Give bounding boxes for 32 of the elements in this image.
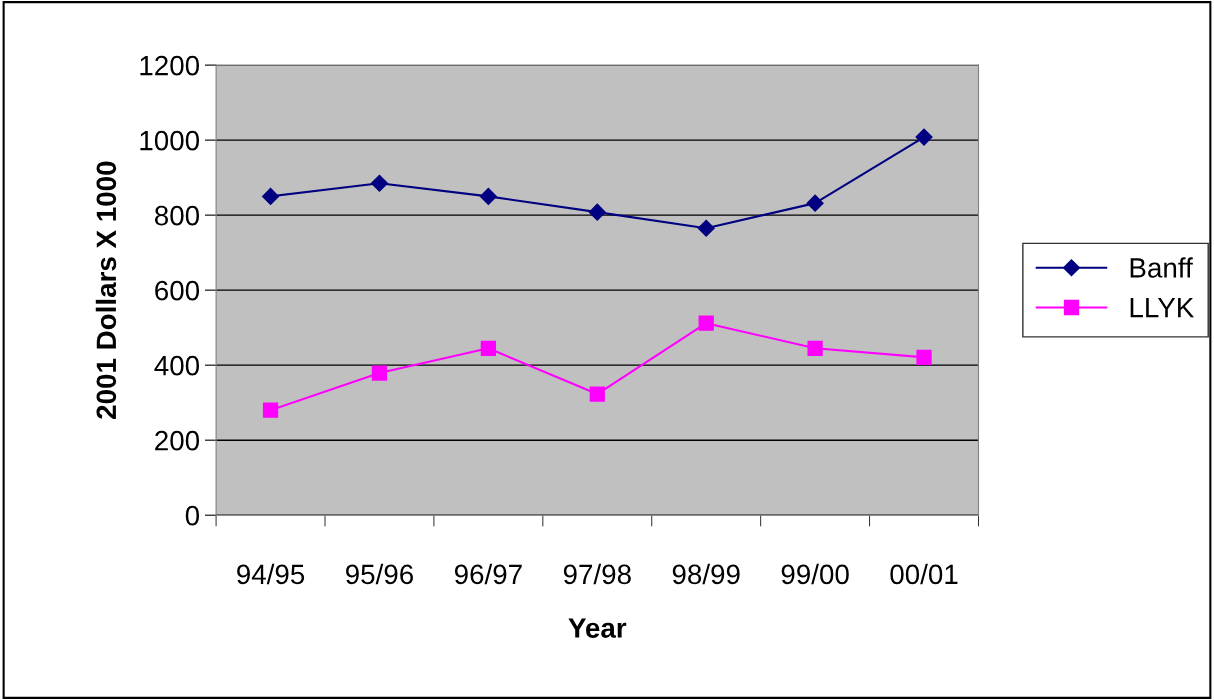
x-tick-label: 99/00	[781, 563, 849, 585]
legend-label: Banff	[1130, 257, 1193, 278]
x-tick-label: 00/01	[890, 563, 958, 585]
x-tick-label: 98/99	[672, 563, 740, 585]
legend-label: LLYK	[1130, 298, 1195, 318]
point	[370, 174, 389, 192]
point	[261, 187, 280, 205]
y-tick-label: 1000	[140, 130, 200, 151]
x-tick-label: 95/96	[346, 563, 413, 585]
point	[589, 386, 605, 402]
point	[916, 349, 932, 365]
y-tick-label: 800	[154, 205, 200, 226]
point	[915, 128, 933, 146]
y-tick-label: 600	[155, 280, 200, 301]
point	[697, 219, 715, 237]
y-tick-label: 400	[154, 355, 200, 376]
point	[588, 203, 606, 221]
y-tick-label: 1200	[140, 55, 200, 76]
point	[698, 315, 714, 331]
y-tick-label: 0	[185, 505, 200, 526]
y-tick-label: 200	[155, 430, 200, 451]
point	[806, 194, 824, 212]
point	[480, 340, 497, 356]
x-axis-title: Year	[568, 618, 627, 638]
point	[807, 340, 823, 356]
x-tick-label: 97/98	[563, 563, 631, 585]
y-axis-title: 2001 Dollars X 1000	[95, 161, 117, 419]
x-tick-label: 96/97	[454, 563, 522, 585]
point	[479, 187, 497, 205]
point	[371, 365, 388, 381]
x-tick-label: 94/95	[237, 563, 305, 585]
point	[262, 402, 279, 418]
